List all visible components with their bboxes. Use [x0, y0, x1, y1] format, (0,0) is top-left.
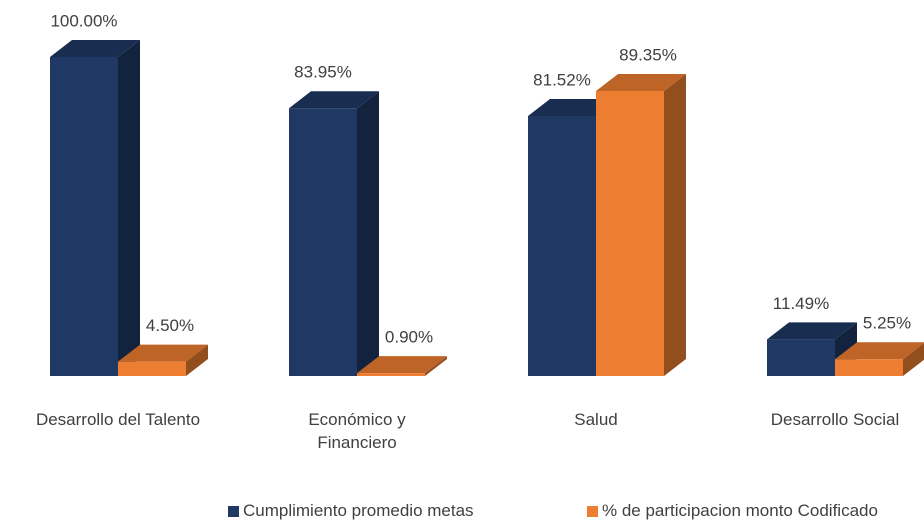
- x-tick-label: Salud: [574, 410, 618, 429]
- bar-top: [50, 40, 140, 57]
- bar-side: [903, 343, 924, 376]
- bar-top: [528, 98, 618, 116]
- bar: [596, 90, 664, 376]
- bar-top: [835, 342, 924, 360]
- x-tick-label: Desarrollo del Talento: [35, 410, 201, 429]
- bar: [118, 361, 186, 376]
- bar-side: [118, 40, 140, 376]
- bar: [835, 359, 903, 376]
- x-tick-label: Desarrollo Social: [770, 410, 900, 429]
- data-label: 0.90%: [385, 328, 433, 347]
- data-label: 11.49%: [773, 294, 829, 313]
- bar-top: [289, 91, 379, 109]
- data-label: 100.00%: [50, 11, 117, 30]
- x-tick-label: Económico y Financiero: [308, 410, 406, 452]
- data-label: 89.35%: [619, 45, 677, 64]
- legend-item: % de participacion monto Codificado: [587, 501, 878, 521]
- data-label: 4.50%: [146, 316, 194, 335]
- bar-top: [118, 344, 208, 362]
- bar: [50, 57, 118, 376]
- bar: [289, 108, 357, 377]
- bar-side: [186, 344, 208, 376]
- bar-side: [357, 91, 379, 377]
- bar: [528, 115, 596, 376]
- bar: [357, 373, 425, 376]
- data-label: 5.25%: [863, 314, 911, 333]
- legend-swatch: [587, 505, 598, 517]
- data-label: 83.95%: [294, 63, 352, 82]
- bar-side: [664, 73, 686, 376]
- legend-item: Cumplimiento promedio metas: [228, 501, 474, 521]
- legend-label: % de participacion monto Codificado: [602, 501, 878, 520]
- legend-swatch: [228, 505, 239, 517]
- legend-label: Cumplimiento promedio metas: [243, 501, 474, 520]
- data-label: 81.52%: [533, 70, 591, 89]
- bar-top: [767, 322, 857, 340]
- bar-top: [357, 356, 447, 374]
- bar-side: [425, 356, 447, 376]
- bar-top: [596, 73, 686, 91]
- bar: [767, 339, 835, 376]
